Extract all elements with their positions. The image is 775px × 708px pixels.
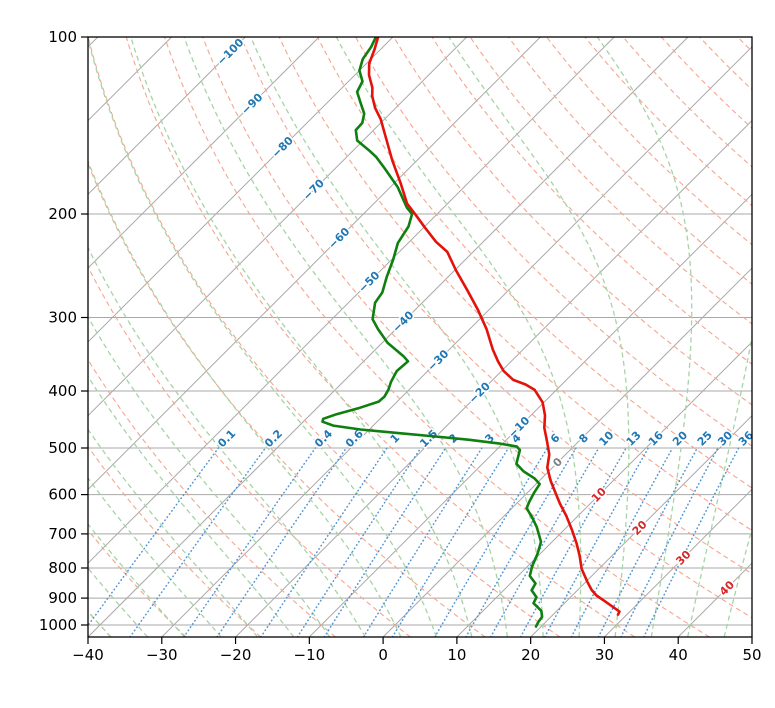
plot-border bbox=[87, 36, 753, 638]
isotherm-line bbox=[88, 37, 615, 564]
mixing-ratio-lines bbox=[88, 447, 740, 637]
dry-adiabat-line bbox=[431, 37, 752, 365]
dry-adiabat-line bbox=[355, 37, 752, 447]
mixing-ratio-line bbox=[570, 447, 674, 637]
moist-adiabat-line bbox=[88, 523, 185, 637]
dry-adiabat-line bbox=[163, 37, 710, 637]
axis-tick-labels: −40 −30 −20 −10 0 10 20 30 40 50 100 200 300 400 500 60… bbox=[39, 28, 762, 664]
isotherm-line bbox=[88, 37, 320, 269]
dry-adiabat-line bbox=[240, 37, 752, 575]
dry-adiabat-line bbox=[546, 37, 752, 246]
x-tick-label: 10 bbox=[447, 646, 466, 664]
mixing-ratio-line bbox=[544, 447, 650, 637]
x-tick-label: −30 bbox=[146, 646, 178, 664]
mixing-ratio-line bbox=[489, 447, 600, 637]
x-tick-label: 30 bbox=[595, 646, 614, 664]
isotherm-line bbox=[382, 267, 752, 637]
moist-adiabat-line bbox=[88, 37, 437, 637]
mixing-ratio-line bbox=[88, 447, 220, 627]
isotherm-line bbox=[530, 414, 752, 637]
x-tick-label: 0 bbox=[378, 646, 388, 664]
isotherm-line bbox=[456, 341, 752, 637]
y-tick-label: 200 bbox=[48, 205, 77, 223]
moist-adiabat-line bbox=[88, 246, 366, 637]
y-tick-label: 1000 bbox=[39, 616, 77, 634]
dry-adiabat-line bbox=[622, 37, 752, 168]
mixing-ratio-line bbox=[296, 447, 422, 637]
mixing-ratio-line bbox=[643, 447, 740, 637]
dry-adiabat-line bbox=[88, 37, 561, 637]
y-tick-label: 100 bbox=[48, 28, 77, 46]
mixing-ratio-line bbox=[129, 447, 267, 637]
moist-adiabat-line bbox=[183, 37, 509, 637]
dry-adiabat-line bbox=[393, 37, 752, 406]
y-tick-label: 800 bbox=[48, 559, 77, 577]
y-tick-label: 300 bbox=[48, 309, 77, 327]
x-tick-label: −20 bbox=[220, 646, 252, 664]
dry-adiabat-line bbox=[88, 162, 486, 637]
isotherm-line bbox=[88, 37, 541, 491]
y-tick-label: 600 bbox=[48, 486, 77, 504]
mixing-ratio-line bbox=[183, 447, 317, 637]
mixing-ratio-line bbox=[597, 447, 699, 637]
pressure-gridlines bbox=[88, 37, 752, 626]
isotherm-line bbox=[161, 46, 752, 637]
x-tick-label: −10 bbox=[294, 646, 326, 664]
y-tick-label: 400 bbox=[48, 382, 77, 400]
isotherm-line bbox=[88, 37, 468, 417]
moist-adiabat-line bbox=[448, 37, 630, 637]
mixing-ratio-line bbox=[434, 447, 549, 637]
moist-adiabat-line bbox=[596, 37, 693, 637]
x-tick-label: 40 bbox=[669, 646, 688, 664]
moist-adiabat-line bbox=[88, 159, 402, 637]
x-tick-label: −40 bbox=[72, 646, 104, 664]
mixing-ratio-line bbox=[216, 447, 348, 637]
isotherm-line bbox=[604, 488, 752, 637]
y-tick-label: 500 bbox=[48, 439, 77, 457]
isotherm-line bbox=[88, 37, 689, 637]
mixing-ratio-line bbox=[323, 447, 447, 637]
dewpoint-curve bbox=[321, 37, 544, 628]
axis-ticks bbox=[81, 36, 753, 644]
x-tick-label: 50 bbox=[742, 646, 761, 664]
mixing-ratio-line bbox=[465, 447, 577, 637]
temperature-curve bbox=[367, 37, 621, 616]
dry-adiabat-line bbox=[316, 37, 752, 489]
y-tick-label: 900 bbox=[48, 589, 77, 607]
dry-adiabat-line bbox=[88, 529, 187, 637]
dry-adiabat-line bbox=[202, 37, 752, 619]
x-tick-label: 20 bbox=[521, 646, 540, 664]
dry-adiabat-line bbox=[125, 37, 635, 637]
moist-adiabat-line bbox=[88, 428, 259, 637]
mixing-ratio-line bbox=[260, 447, 388, 637]
dry-adiabats bbox=[88, 37, 752, 637]
dry-adiabat-line bbox=[278, 37, 752, 532]
isotherm-line bbox=[88, 37, 394, 343]
dry-adiabat-line bbox=[584, 37, 752, 207]
y-tick-label: 700 bbox=[48, 525, 77, 543]
isotherm-line bbox=[88, 37, 246, 196]
dry-adiabat-line bbox=[88, 358, 336, 637]
moist-adiabat-line bbox=[88, 375, 295, 637]
mixing-ratio-line bbox=[620, 447, 719, 637]
